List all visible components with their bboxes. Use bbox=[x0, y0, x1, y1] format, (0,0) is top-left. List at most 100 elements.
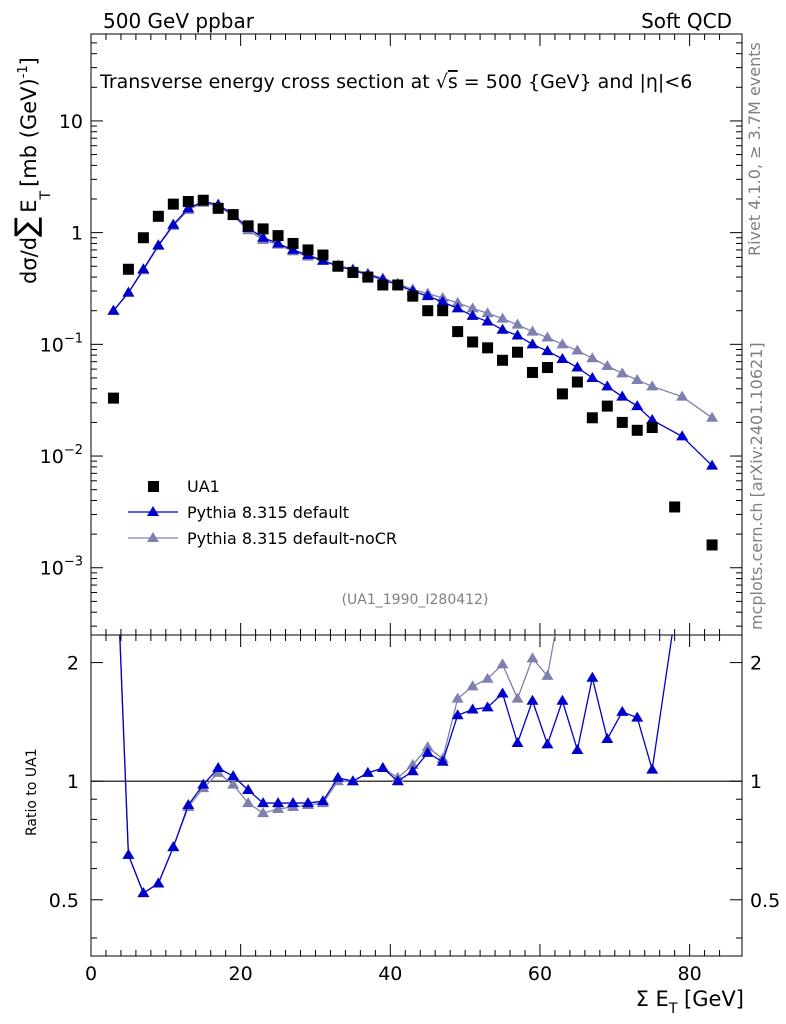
data-point bbox=[631, 424, 643, 436]
data-point bbox=[646, 414, 659, 425]
analysis-id: (UA1_1990_I280412) bbox=[342, 592, 489, 608]
data-point bbox=[287, 237, 299, 249]
data-point bbox=[706, 411, 719, 422]
data-point bbox=[631, 400, 644, 411]
data-point bbox=[451, 296, 464, 307]
legend-item-ua1: UA1 bbox=[148, 477, 220, 496]
data-point bbox=[601, 400, 613, 412]
data-point bbox=[362, 271, 374, 283]
data-point bbox=[676, 390, 689, 401]
data-point bbox=[182, 195, 194, 207]
data-point bbox=[107, 304, 120, 315]
ratio-point bbox=[436, 755, 449, 766]
data-point bbox=[526, 338, 539, 349]
ratio-point bbox=[346, 775, 359, 786]
data-point bbox=[332, 260, 344, 272]
ratio-point bbox=[481, 701, 494, 712]
x-axis-label: Σ ET [GeV] bbox=[636, 987, 744, 1017]
ratio-point bbox=[511, 737, 524, 748]
ratio-point bbox=[167, 841, 180, 852]
data-point bbox=[571, 376, 583, 388]
data-point bbox=[512, 346, 524, 358]
ratio-point bbox=[227, 770, 240, 781]
legend-marker-triangle-icon bbox=[147, 506, 159, 516]
data-point bbox=[212, 202, 224, 214]
ratio-y-tick-label-right: 1 bbox=[750, 771, 762, 793]
data-point bbox=[242, 220, 254, 232]
y-tick-label: 10−3 bbox=[40, 555, 83, 580]
x-tick-label: 20 bbox=[229, 963, 253, 985]
data-point bbox=[182, 202, 195, 213]
ratio-point bbox=[227, 778, 240, 789]
data-point bbox=[511, 318, 524, 329]
data-point bbox=[152, 239, 165, 250]
ratio-point bbox=[421, 741, 434, 752]
data-point bbox=[586, 412, 598, 424]
ratio-point bbox=[601, 732, 614, 743]
data-point bbox=[616, 367, 629, 378]
data-point bbox=[107, 392, 119, 404]
data-point bbox=[347, 266, 359, 278]
legend-label: Pythia 8.315 default-noCR bbox=[187, 529, 397, 548]
data-point bbox=[272, 237, 285, 248]
main-panel: 10 1 10−1 10−2 10−3 Transverse energy cross … bbox=[9, 33, 743, 636]
ratio-point bbox=[631, 711, 644, 722]
y-tick-label: 10−1 bbox=[40, 331, 83, 356]
x-tick-label: 40 bbox=[378, 963, 402, 985]
data-point bbox=[526, 325, 539, 336]
ratio-point bbox=[526, 652, 539, 663]
ratio-point bbox=[571, 743, 584, 754]
data-point bbox=[541, 331, 554, 342]
data-point bbox=[571, 344, 584, 355]
rivet-label: Rivet 4.1.0, ≥ 3.7M events bbox=[745, 42, 764, 256]
ratio-point bbox=[616, 705, 629, 716]
ratio-point bbox=[451, 692, 464, 703]
header-right: Soft QCD bbox=[641, 9, 732, 33]
data-point bbox=[437, 305, 449, 317]
data-point bbox=[421, 290, 434, 301]
data-point bbox=[646, 380, 659, 391]
ratio-point bbox=[257, 807, 270, 818]
data-point bbox=[526, 366, 538, 378]
data-point bbox=[467, 336, 479, 348]
ratio-y-tick-label-right: 0.5 bbox=[750, 890, 780, 912]
y-tick-label: 10 bbox=[59, 111, 83, 133]
data-point bbox=[496, 312, 509, 323]
ratio-y-label: Ratio to UA1 bbox=[24, 748, 40, 836]
ratio-point bbox=[242, 783, 255, 794]
ratio-point bbox=[526, 694, 539, 705]
ratio-point bbox=[212, 762, 225, 773]
ratio-point bbox=[361, 766, 374, 777]
ratio-panel: 2 2 1 1 0.5 0.5 0 20 40 60 80 Ratio to UA1 Σ ET [G… bbox=[24, 561, 780, 1017]
ratio-point bbox=[302, 797, 314, 808]
ratio-point bbox=[571, 587, 583, 597]
data-point bbox=[631, 373, 644, 384]
ratio-point bbox=[272, 797, 285, 808]
main-ticks: 10 1 10−1 10−2 10−3 bbox=[40, 33, 742, 635]
ratio-y-tick-label: 0.5 bbox=[49, 890, 79, 912]
ratio-point bbox=[541, 669, 554, 680]
data-point bbox=[601, 359, 614, 370]
ratio-series-pythia-default bbox=[119, 635, 673, 898]
legend: UA1 Pythia 8.315 default Pythia 8.315 de… bbox=[128, 477, 397, 548]
ratio-point bbox=[466, 680, 479, 691]
ratio-point bbox=[556, 694, 569, 705]
data-point bbox=[452, 326, 464, 338]
ratio-line bbox=[119, 635, 673, 895]
x-tick-label: 60 bbox=[528, 963, 552, 985]
data-point bbox=[571, 361, 584, 372]
data-point bbox=[302, 244, 314, 256]
data-point bbox=[616, 416, 628, 428]
data-point bbox=[482, 342, 494, 354]
data-point bbox=[137, 232, 149, 244]
ratio-point bbox=[586, 561, 598, 571]
data-point bbox=[586, 371, 599, 382]
series-ua1 bbox=[107, 194, 718, 551]
data-point bbox=[706, 459, 719, 470]
y-tick-label: 10−2 bbox=[40, 443, 83, 468]
data-point bbox=[466, 302, 479, 313]
ratio-y-tick-label-right: 2 bbox=[750, 653, 762, 675]
ratio-point bbox=[586, 671, 599, 682]
series-pythia-default bbox=[107, 195, 719, 470]
y-tick-label: 1 bbox=[71, 223, 83, 245]
